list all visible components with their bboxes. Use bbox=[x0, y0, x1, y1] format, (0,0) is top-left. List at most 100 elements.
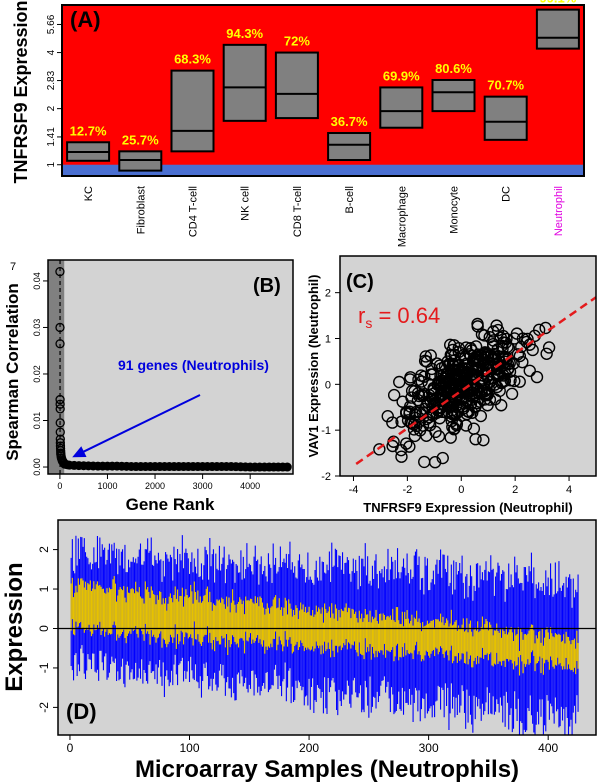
sample-point bbox=[502, 341, 516, 355]
sample-point bbox=[477, 433, 490, 447]
percent-label: 94.3% bbox=[226, 26, 263, 41]
panel-b-axes: 0 1000 2000 3000 4000 0.00 0.01 0.02 0.03 0.04 bbox=[32, 272, 260, 491]
panel-c-label: (C) bbox=[346, 271, 374, 293]
sample-point bbox=[373, 443, 386, 456]
sample-point bbox=[523, 364, 536, 377]
x-tick-label: 3000 bbox=[193, 481, 213, 491]
panel-a-y-axis: 1 1.41 2 2.83 4 5.66 bbox=[46, 14, 62, 168]
box-B-cell bbox=[327, 132, 372, 162]
panel-b-selected-region bbox=[48, 260, 65, 474]
percent-label: 12.7% bbox=[70, 123, 107, 138]
panel-d-x-axis-title: Microarray Samples (Neutrophils) bbox=[135, 756, 519, 782]
panel-b-y-axis-title: Spearman Correlation bbox=[3, 283, 22, 461]
percent-label: 70.7% bbox=[487, 78, 524, 93]
sample-point bbox=[428, 456, 442, 469]
x-tick-label: 2 bbox=[512, 484, 518, 496]
gene-point bbox=[55, 339, 65, 349]
sample-point bbox=[497, 369, 510, 382]
sample-point bbox=[407, 418, 421, 431]
panel-a-boxes: 12.7% 25.7% 68.3% 94.3% 72% 36.7% 69.9% 80.6% 70… bbox=[66, 0, 580, 172]
sample-point bbox=[516, 332, 530, 345]
box-NK cell bbox=[222, 43, 267, 122]
x-tick-label: 0 bbox=[458, 484, 464, 496]
panel-d-label: (D) bbox=[66, 699, 97, 724]
box-Neutrophil bbox=[535, 8, 580, 50]
correlation-symbol: r bbox=[358, 303, 365, 328]
panel-d-y-axis-title: Expression bbox=[1, 562, 28, 691]
sample-point bbox=[444, 431, 457, 444]
category-label: Monocyte bbox=[449, 186, 461, 234]
panel-b: 0 1000 2000 3000 4000 0.00 0.01 0.02 0.03 0.04 91… bbox=[3, 259, 294, 514]
category-label: B-cell bbox=[344, 186, 356, 214]
sample-point bbox=[513, 375, 526, 388]
x-tick-label: 0 bbox=[67, 741, 74, 755]
panel-a-label: (A) bbox=[70, 7, 101, 32]
sample-point bbox=[448, 348, 462, 362]
sample-point bbox=[530, 370, 544, 384]
sample-point bbox=[448, 364, 462, 377]
gene-point bbox=[55, 399, 65, 409]
sample-point bbox=[478, 393, 492, 406]
gene-point bbox=[55, 434, 65, 444]
correlation-subscript: s bbox=[365, 315, 372, 331]
sample-point bbox=[487, 353, 500, 366]
y-tick-label: 0.00 bbox=[32, 458, 42, 476]
panel-b-annotation: 91 genes (Neutrophils) bbox=[118, 357, 269, 373]
y-tick-label: 2 bbox=[325, 288, 331, 300]
gene-point bbox=[55, 322, 65, 333]
y-tick-label: 0.02 bbox=[32, 365, 42, 383]
sample-point bbox=[424, 349, 437, 362]
percent-label: 69.9% bbox=[383, 68, 420, 83]
sample-point bbox=[412, 373, 425, 386]
panel-b-frame bbox=[47, 259, 294, 475]
panel-c-frame bbox=[339, 255, 597, 477]
panel-a-frame bbox=[61, 4, 585, 177]
sample-point bbox=[432, 430, 446, 443]
sample-point bbox=[461, 381, 474, 394]
sample-point bbox=[490, 319, 503, 332]
panel-d-gold-series bbox=[70, 576, 579, 676]
y-tick-label: -1 bbox=[37, 662, 51, 673]
y-tick-label: 1.41 bbox=[46, 127, 57, 147]
panel-a-category-labels: KC Fibroblast CD4 T-cell NK cell CD8 T-cell B… bbox=[83, 186, 565, 247]
sample-point bbox=[459, 341, 473, 354]
y-tick-label: 1 bbox=[325, 334, 331, 346]
sample-point bbox=[486, 337, 500, 351]
correlation-value: 0.64 bbox=[397, 303, 440, 328]
box-Macrophage bbox=[379, 86, 424, 129]
category-label: DC bbox=[501, 186, 513, 202]
sample-point bbox=[483, 330, 496, 344]
y-tick-label: 0.03 bbox=[32, 319, 42, 337]
sample-point bbox=[417, 389, 430, 403]
y-tick-label: 5.66 bbox=[46, 14, 57, 34]
percent-label: 99.1% bbox=[539, 0, 576, 6]
panel-c-fit-line bbox=[355, 296, 597, 465]
sample-point bbox=[511, 348, 525, 361]
box-Monocyte bbox=[431, 78, 476, 113]
y-tick-label: 1 bbox=[46, 162, 57, 168]
gene-point bbox=[58, 457, 69, 468]
panel-b-x-axis-title: Gene Rank bbox=[126, 495, 215, 514]
sample-point bbox=[487, 334, 500, 347]
sample-point bbox=[496, 374, 509, 388]
panel-d: 0 100 200 300 400 -2 -1 0 1 2 (D) Microarray Samp… bbox=[1, 519, 597, 782]
sample-point bbox=[404, 371, 417, 384]
percent-label: 80.6% bbox=[435, 61, 472, 76]
sample-point bbox=[440, 406, 453, 419]
panel-a-baseline-band bbox=[62, 164, 584, 176]
x-tick-label: 300 bbox=[419, 741, 439, 755]
y-tick-label: 0 bbox=[37, 625, 51, 632]
sample-point bbox=[436, 451, 449, 465]
box-DC bbox=[483, 95, 528, 141]
sample-point bbox=[460, 394, 473, 408]
sample-point bbox=[432, 397, 446, 411]
x-tick-label: 200 bbox=[299, 741, 319, 755]
sample-point bbox=[508, 332, 521, 345]
panel-b-arrowhead bbox=[72, 446, 87, 458]
gene-point bbox=[55, 418, 65, 428]
sample-point bbox=[424, 395, 437, 409]
sample-point bbox=[435, 381, 448, 395]
panel-b-background bbox=[48, 260, 293, 474]
sample-point bbox=[412, 389, 426, 403]
